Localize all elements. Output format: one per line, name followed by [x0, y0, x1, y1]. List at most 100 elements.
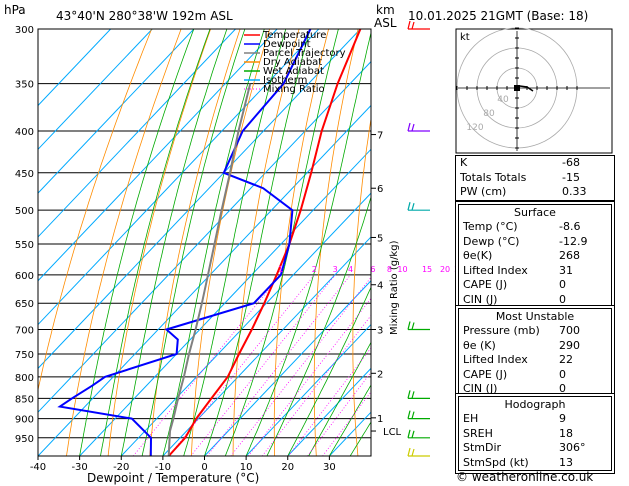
dry-adiabat-line: [352, 116, 371, 456]
surface-row: θe(K) 268: [459, 249, 611, 264]
dry-adiabat-line: [427, 29, 447, 456]
most-unstable-label: θe (K): [463, 338, 496, 352]
wind-barb-flag: [407, 202, 411, 211]
wet-adiabat-line: [245, 31, 371, 456]
isotherm-line: [245, 323, 371, 456]
surface-row: Lifted Index 31: [459, 264, 611, 279]
mixing-ratio-label: 15: [422, 265, 432, 274]
most-unstable-row: Lifted Index 22: [459, 353, 611, 368]
hodograph-table-row: EH 9: [459, 412, 611, 427]
hodograph-table-row: SREH 18: [459, 427, 611, 442]
wet-adiabat-line: [141, 29, 246, 456]
mixing-ratio-label: 2: [312, 265, 317, 274]
most-unstable-value: 0: [559, 367, 566, 381]
temperature-tick-label: -10: [155, 462, 171, 473]
hodograph-table-row: StmSpd (kt) 13: [459, 456, 611, 471]
hodograph-ring-label: 80: [483, 109, 495, 119]
most-unstable-label: Pressure (mb): [463, 324, 540, 337]
dry-adiabat-line: [313, 29, 359, 456]
wind-barb-flag: [411, 203, 415, 211]
index-row: PW (cm) 0.33: [456, 185, 614, 200]
wind-barbs: [407, 20, 430, 457]
wind-barb-flag: [407, 390, 411, 399]
hodograph-table-row: StmDir 306°: [459, 441, 611, 456]
legend-label: Mixing Ratio: [263, 84, 325, 95]
pressure-tick-label: 300: [15, 25, 34, 36]
surface-value: 0: [559, 292, 566, 306]
wind-barb-flag: [411, 322, 415, 330]
surface-label: θe(K): [463, 249, 493, 262]
wind-barb-flag: [411, 123, 415, 132]
pressure-tick-label: 600: [15, 271, 34, 282]
hodograph-unit-label: kt: [460, 32, 470, 43]
height-tick-label: 5: [377, 233, 383, 244]
most-unstable-panel: Most Unstable Pressure (mb) 700 θe (K) 290 L…: [455, 305, 615, 401]
index-label: K: [460, 156, 468, 169]
wind-barb-flag: [407, 321, 411, 330]
datetime-label: 10.01.2025 21GMT (Base: 18): [408, 9, 588, 23]
pressure-tick-label: 500: [15, 206, 34, 217]
most-unstable-value: 700: [559, 324, 580, 337]
legend-label: Wet Adiabat: [263, 66, 324, 77]
mixing-ratio-line: [206, 274, 351, 456]
mixing-ratio-line: [247, 297, 371, 456]
isotherm-line: [38, 60, 371, 413]
wind-barb-flag: [411, 411, 415, 419]
wind-barb-flag: [407, 122, 411, 132]
height-tick-label: 7: [377, 131, 383, 142]
hodograph-table-panel: Hodograph EH 9 SREH 18 StmDir 306° StmSpd (kt)…: [455, 393, 615, 474]
legend-label: Parcel Trajectory: [263, 48, 346, 59]
indices-panel: K -68 Totals Totals -15 PW (cm) 0.33: [455, 155, 615, 201]
dry-adiabat-line: [38, 29, 152, 392]
index-label: Totals Totals: [460, 170, 527, 184]
wet-adiabat-line: [204, 29, 311, 456]
surface-value: 31: [559, 263, 573, 277]
most-unstable-section: Most Unstable Pressure (mb) 700 θe (K) 290 L…: [458, 308, 612, 398]
dry-adiabat-line: [66, 29, 182, 456]
surface-row: CIN (J) 0: [459, 293, 611, 308]
most-unstable-label: CAPE (J): [463, 367, 508, 381]
wind-barb-flag: [407, 429, 411, 438]
wet-adiabat-line: [308, 341, 371, 456]
wet-adiabat-line: [224, 29, 339, 456]
most-unstable-label: CIN (J): [463, 382, 498, 395]
isotherm-line: [38, 29, 361, 370]
height-unit-asl: ASL: [374, 16, 397, 30]
hodograph-table-label: StmSpd (kt): [463, 455, 529, 469]
surface-label: Temp (°C): [463, 220, 518, 233]
isotherm-line: [79, 148, 371, 456]
surface-value: -12.9: [559, 234, 588, 248]
pressure-tick-label: 350: [15, 80, 34, 91]
surface-row: Dewp (°C) -12.9: [459, 235, 611, 250]
height-tick-label: 4: [377, 281, 383, 292]
mixing-ratio-line: [307, 371, 371, 456]
height-tick-label: 6: [377, 184, 383, 195]
height-unit-km: km: [376, 3, 395, 17]
location-title: 43°40'N 280°38'W 192m ASL: [56, 9, 233, 23]
index-row: K -68: [456, 156, 614, 171]
height-tick-label: 2: [377, 369, 383, 380]
most-unstable-value: 0: [559, 382, 566, 395]
hodograph-table-value: 13: [559, 455, 573, 469]
isotherm-line: [120, 192, 371, 456]
temperature-tick-label: 20: [281, 462, 294, 473]
hodograph-table-value: 18: [559, 426, 573, 440]
most-unstable-label: Lifted Index: [463, 353, 528, 366]
pressure-tick-label: 950: [15, 434, 34, 445]
most-unstable-row: Pressure (mb) 700: [459, 324, 611, 339]
temperature-tick-label: 0: [201, 462, 207, 473]
surface-value: 268: [559, 249, 580, 262]
index-value: -15: [562, 170, 580, 184]
pressure-tick-label: 750: [15, 350, 34, 361]
surface-label: CIN (J): [463, 292, 498, 306]
hodograph-ring-label: 120: [466, 123, 483, 133]
hodograph-ring-label: 40: [497, 95, 509, 105]
hodograph-table-label: StmDir: [463, 441, 502, 454]
wind-barb-flag: [411, 21, 415, 30]
temperature-tick-label: -40: [30, 462, 46, 473]
mixing-ratio-label: 8: [387, 265, 392, 274]
isotherm-line: [38, 29, 195, 194]
height-tick-label: 3: [377, 326, 383, 337]
